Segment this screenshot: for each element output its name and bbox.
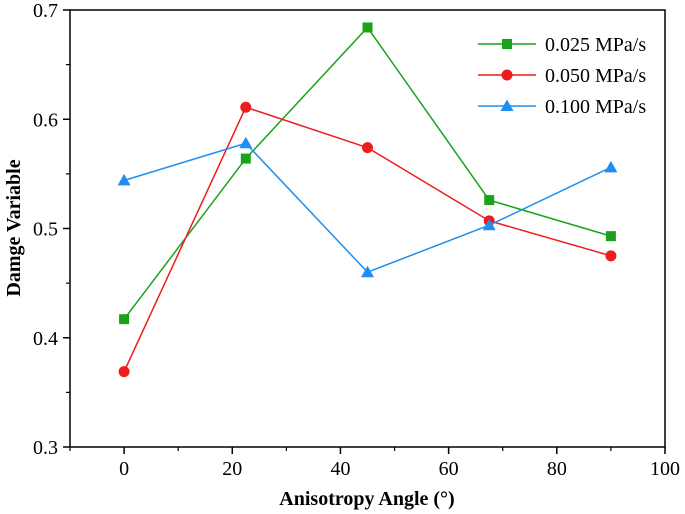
data-point <box>605 231 616 242</box>
y-axis-title: Damge Variable <box>3 159 25 296</box>
y-tick-label: 0.4 <box>33 328 58 350</box>
legend-marker <box>500 99 514 111</box>
series-3 <box>117 136 618 278</box>
legend-label: 0.100 MPa/s <box>545 96 646 118</box>
x-axis-title: Anisotropy Angle (°) <box>279 488 454 510</box>
series-layer <box>117 22 618 378</box>
x-tick-label: 100 <box>650 458 680 480</box>
x-axis-ticks: 0 20 40 60 80 100 <box>69 447 680 480</box>
series-line <box>123 142 612 274</box>
y-tick-label: 0.5 <box>33 219 58 241</box>
data-point <box>239 136 253 149</box>
data-point <box>362 142 373 154</box>
x-tick-label: 0 <box>119 458 129 480</box>
y-tick-label: 0.6 <box>33 109 58 131</box>
legend-marker <box>501 69 513 81</box>
y-axis-ticks: 0.3 0.4 0.5 0.6 0.7 <box>33 0 70 459</box>
data-point <box>240 153 251 164</box>
data-point <box>361 265 374 278</box>
data-point <box>604 160 618 173</box>
legend-item: 0.050 MPa/s <box>478 65 646 87</box>
data-point <box>119 314 130 325</box>
x-tick-label: 40 <box>330 458 350 480</box>
legend-item: 0.100 MPa/s <box>478 96 646 118</box>
y-tick-label: 0.3 <box>33 437 58 459</box>
x-tick-label: 20 <box>222 458 242 480</box>
legend: 0.025 MPa/s 0.050 MPa/s 0.100 MPa/s <box>478 34 646 118</box>
x-tick-label: 60 <box>439 458 459 480</box>
data-point <box>240 101 252 113</box>
data-point <box>118 366 130 378</box>
legend-label: 0.050 MPa/s <box>545 65 646 87</box>
data-point <box>362 22 373 33</box>
y-tick-label: 0.7 <box>33 0 58 22</box>
data-point <box>117 173 131 186</box>
series-1 <box>119 22 616 325</box>
data-point <box>482 218 496 231</box>
data-point <box>484 195 495 206</box>
data-point <box>605 250 617 262</box>
legend-marker <box>502 39 512 49</box>
x-tick-label: 80 <box>547 458 567 480</box>
series-2 <box>118 101 617 378</box>
legend-label: 0.025 MPa/s <box>545 34 646 56</box>
legend-item: 0.025 MPa/s <box>478 34 646 56</box>
